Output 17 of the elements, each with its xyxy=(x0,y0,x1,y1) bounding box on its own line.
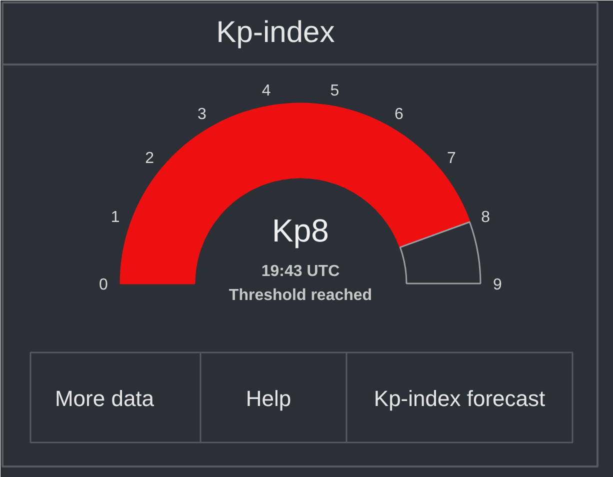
text: 7 xyxy=(446,150,456,167)
chart-title: Kp-index xyxy=(216,16,335,49)
text: 19:43 UTC xyxy=(261,263,340,280)
text: Help xyxy=(246,386,292,411)
text: 5 xyxy=(330,82,340,100)
text: 0 xyxy=(99,276,108,294)
text: 6 xyxy=(394,106,404,123)
text: 1 xyxy=(110,209,120,226)
text: 3 xyxy=(198,106,207,123)
text: More data xyxy=(54,386,155,411)
text: 8 xyxy=(481,209,490,226)
text: 9 xyxy=(493,276,502,294)
text: Kp-index forecast xyxy=(374,386,546,411)
text: 2 xyxy=(145,150,154,167)
text: 4 xyxy=(262,82,271,100)
text: Threshold reached xyxy=(228,287,372,304)
text: Kp8 xyxy=(272,212,329,248)
